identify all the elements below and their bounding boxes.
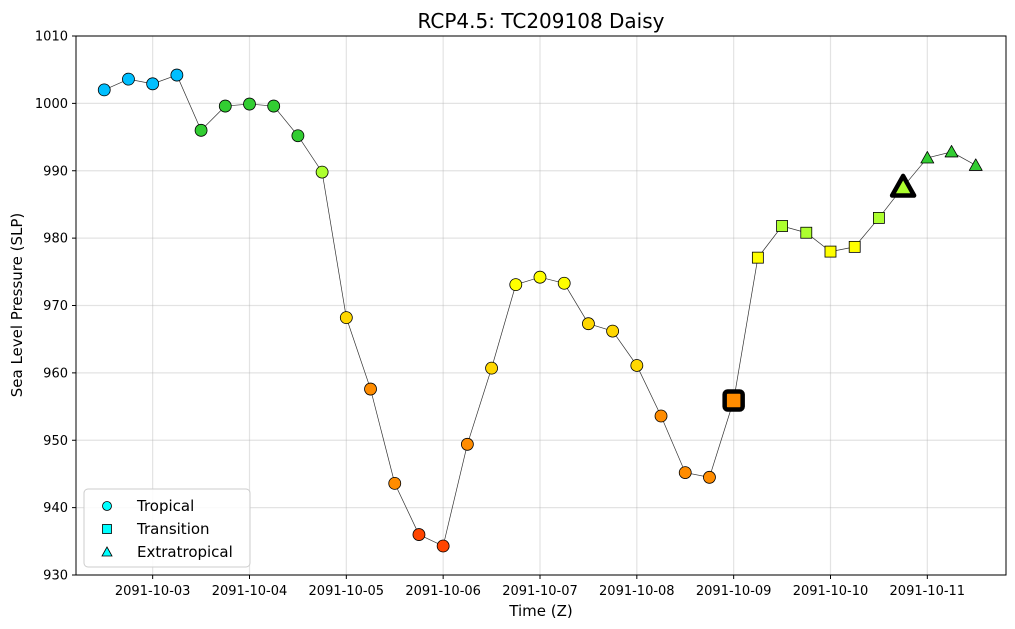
grid <box>76 35 1006 576</box>
x-tick-label: 2091-10-06 <box>405 584 481 599</box>
tropical-point <box>194 123 208 137</box>
chart-title: RCP4.5: TC209108 Daisy <box>417 9 664 33</box>
legend: Tropical Transition Extratropical <box>83 488 251 568</box>
tropical-point <box>436 539 450 553</box>
tropical-point <box>678 466 692 479</box>
tropical-point <box>606 324 620 338</box>
tropical-point <box>388 476 402 490</box>
tropical-point <box>630 359 644 372</box>
legend-tropical-label: Tropical <box>136 497 194 515</box>
y-tick-label: 940 <box>43 501 68 516</box>
tropical-point <box>703 470 716 484</box>
legend-extratropical-marker <box>101 546 113 557</box>
tropical-point <box>509 278 523 292</box>
x-tick-label: 2091-10-07 <box>502 584 578 599</box>
transition-point <box>824 245 837 258</box>
legend-transition-label: Transition <box>136 520 210 538</box>
extratropical-point <box>944 144 959 158</box>
tropical-point <box>412 528 426 541</box>
tropical-point <box>533 270 547 284</box>
legend-transition-marker <box>102 524 112 534</box>
y-tick-label: 970 <box>43 299 68 314</box>
tropical-point <box>291 129 305 143</box>
y-tick-label: 980 <box>43 232 68 247</box>
y-tick-label: 960 <box>43 366 68 381</box>
tropical-point <box>364 382 377 396</box>
legend-frame <box>83 488 251 568</box>
x-tick-label: 2091-10-05 <box>309 584 385 599</box>
tropical-point <box>339 311 353 325</box>
transition-point <box>848 240 861 253</box>
extratropical-point <box>889 173 917 198</box>
x-axis-title: Time (Z) <box>508 602 572 620</box>
tropical-point <box>122 72 135 86</box>
data-points <box>97 68 983 553</box>
transition-point <box>722 389 745 412</box>
extratropical-point <box>920 151 935 164</box>
x-tick-label: 2091-10-10 <box>793 584 869 599</box>
axis-ticks: 930 940 950 960 970 980 990 1000 1010 2091-10-03 2… <box>35 30 965 600</box>
transition-point <box>800 226 813 239</box>
tropical-point <box>582 317 595 331</box>
tropical-point <box>170 68 184 82</box>
transition-point <box>751 251 764 264</box>
transition-point <box>873 212 885 224</box>
y-tick-label: 990 <box>43 164 68 179</box>
y-tick-label: 1000 <box>35 97 68 112</box>
tropical-point <box>243 97 256 111</box>
tropical-point <box>97 83 111 97</box>
tropical-point <box>460 437 474 451</box>
extratropical-point <box>968 158 983 171</box>
y-axis-title: Sea Level Pressure (SLP) <box>8 213 26 398</box>
y-tick-label: 1010 <box>35 30 68 45</box>
transition-point <box>776 220 788 232</box>
tropical-point <box>146 77 160 91</box>
legend-extratropical-label: Extratropical <box>137 543 233 561</box>
x-tick-label: 2091-10-04 <box>212 584 288 599</box>
legend-tropical-marker <box>102 501 112 511</box>
x-tick-label: 2091-10-11 <box>890 584 966 599</box>
x-tick-label: 2091-10-09 <box>696 584 772 599</box>
tropical-point <box>557 276 571 290</box>
x-tick-label: 2091-10-03 <box>115 584 191 599</box>
y-tick-label: 930 <box>43 569 68 584</box>
tropical-point <box>654 409 668 423</box>
tropical-point <box>485 361 498 375</box>
tropical-point <box>315 165 329 179</box>
y-tick-label: 950 <box>43 434 68 449</box>
tropical-point <box>218 99 232 113</box>
tropical-point <box>267 99 281 113</box>
x-tick-label: 2091-10-08 <box>599 584 675 599</box>
